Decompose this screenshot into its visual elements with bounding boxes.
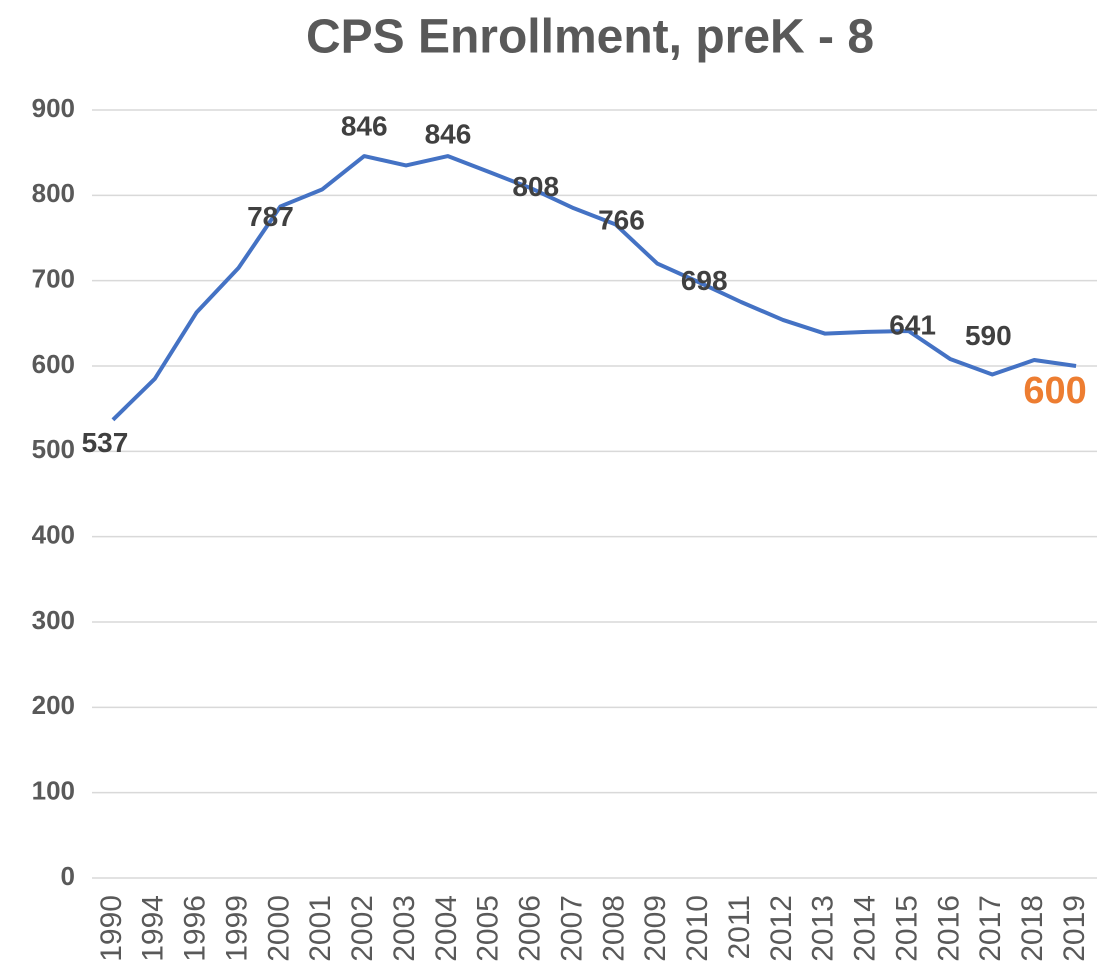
x-tick-label: 2012	[765, 895, 798, 962]
x-tick-label: 2013	[807, 895, 840, 962]
x-tick-label: 2000	[262, 895, 295, 962]
y-tick-label: 200	[32, 690, 75, 720]
y-tick-label: 500	[32, 434, 75, 464]
y-tick-label: 800	[32, 178, 75, 208]
y-tick-label: 900	[32, 93, 75, 123]
data-label: 846	[341, 110, 388, 141]
data-label: 787	[247, 201, 294, 232]
x-tick-label: 1996	[179, 895, 212, 962]
x-tick-label: 2006	[514, 895, 547, 962]
x-tick-label: 2008	[597, 895, 630, 962]
x-tick-label: 2004	[430, 895, 463, 962]
x-tick-label: 2015	[890, 895, 923, 962]
x-tick-label: 1994	[137, 895, 170, 962]
data-label: 808	[512, 171, 559, 202]
data-label: 590	[965, 320, 1012, 351]
x-tick-label: 2014	[849, 895, 882, 962]
x-tick-label: 2016	[932, 895, 965, 962]
data-label: 537	[82, 427, 129, 458]
y-tick-label: 700	[32, 264, 75, 294]
y-tick-label: 100	[32, 776, 75, 806]
x-tick-label: 2007	[555, 895, 588, 962]
x-tick-label: 2003	[388, 895, 421, 962]
x-tick-label: 1999	[220, 895, 253, 962]
x-tick-label: 2009	[639, 895, 672, 962]
x-tick-label: 2005	[472, 895, 505, 962]
y-tick-label: 400	[32, 520, 75, 550]
series-line	[111, 154, 1077, 422]
data-label: 766	[598, 205, 645, 236]
x-tick-label: 1990	[95, 895, 128, 962]
x-tick-label: 2001	[304, 895, 337, 962]
y-tick-label: 0	[61, 861, 75, 891]
x-tick-label: 2002	[346, 895, 379, 962]
y-tick-label: 600	[32, 349, 75, 379]
data-label: 698	[681, 265, 728, 296]
data-label: 600	[1023, 370, 1086, 412]
x-tick-label: 2018	[1016, 895, 1049, 962]
y-tick-label: 300	[32, 605, 75, 635]
x-tick-label: 2010	[681, 895, 714, 962]
x-tick-label: 2011	[723, 895, 756, 960]
data-label: 846	[425, 118, 472, 149]
chart-title: CPS Enrollment, preK - 8	[306, 11, 874, 64]
data-label: 641	[889, 309, 936, 340]
x-tick-label: 2017	[974, 895, 1007, 962]
x-tick-label: 2019	[1058, 895, 1091, 962]
